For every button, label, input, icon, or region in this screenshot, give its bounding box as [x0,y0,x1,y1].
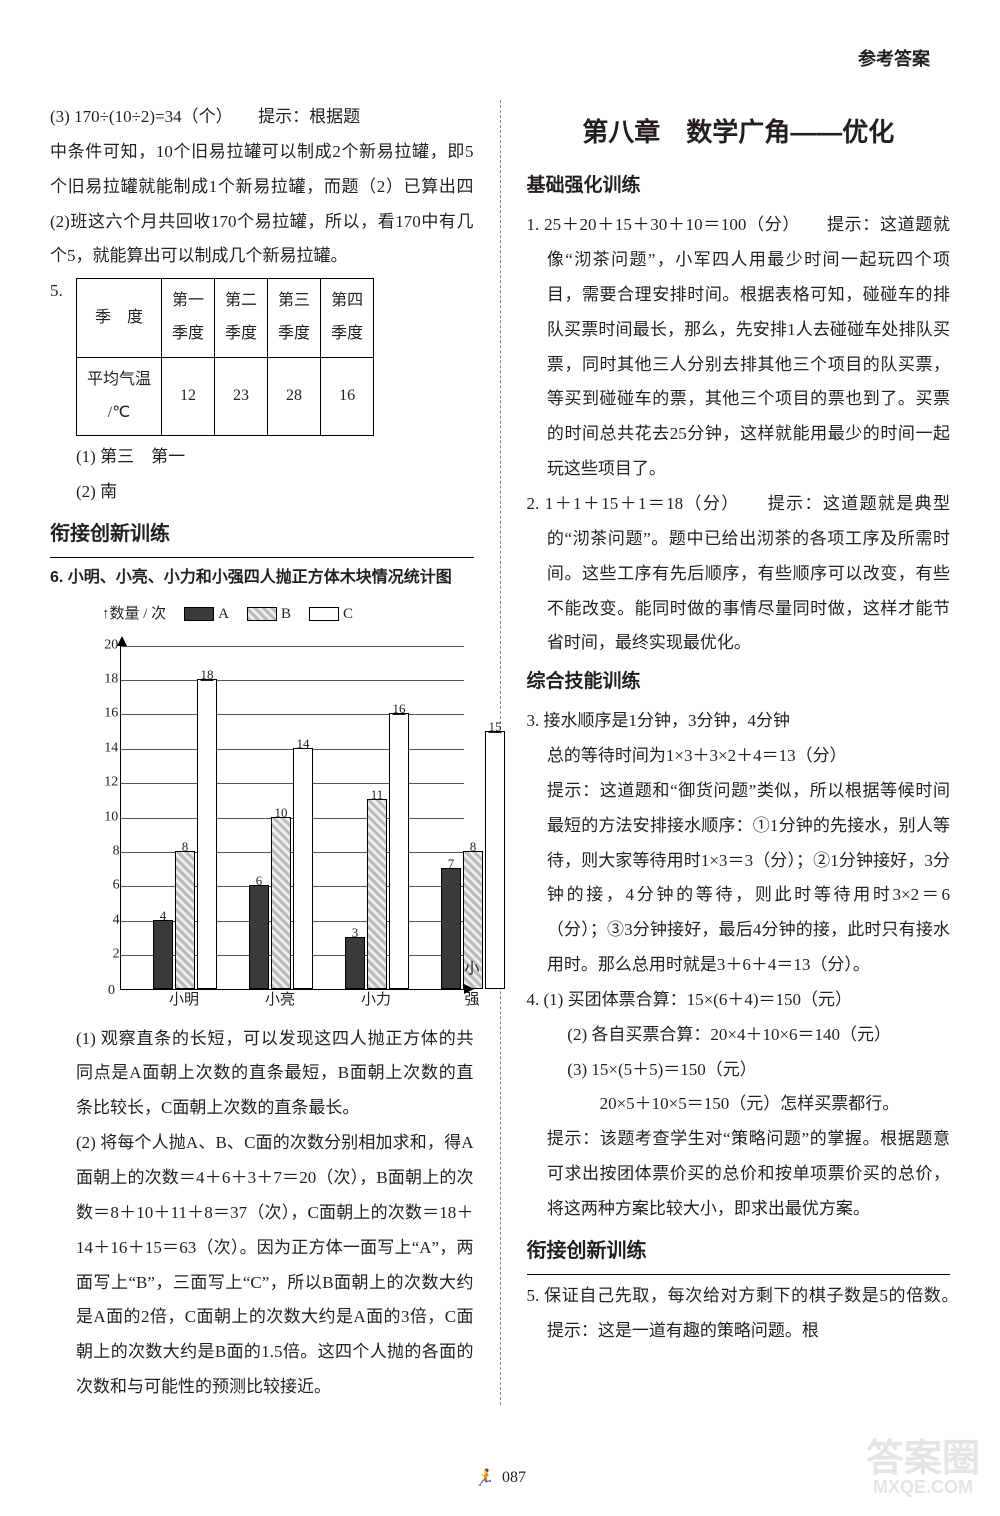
bar-b: 10 [271,817,291,989]
q4-hint: 提示：该题考查学生对“策略问题”的掌握。根据题意可求出按团体票价买的总价和按单项… [527,1122,951,1227]
x-tick-label: 小亮 [265,985,295,1016]
y-arrow-icon [117,636,127,646]
q4-2: (2) 各自买票合算：20×4＋10×6＝140（元） [527,1018,951,1053]
bar-c: 18 [197,679,217,989]
th-q3: 第三 季度 [268,279,321,358]
q4-1: 4. (1) 买团体票合算：15×(6＋4)＝150（元） [527,983,951,1018]
y-tick-label: 14 [104,734,118,763]
header-label: 参考答案 [858,45,930,71]
page-footer: 🏃 087 [474,1468,526,1488]
legend-c: C [309,599,353,630]
bar-group: 31116 [343,713,411,988]
y-tick-label: 4 [113,906,120,935]
chart-legend: ↑数量 / 次 A B C [102,599,474,630]
two-column-layout: (3) 170÷(10÷2)=34（个） 提示：根据题 中条件可知，10个旧易拉… [50,100,950,1405]
bar-value-label: 10 [275,800,288,827]
q1-text: 1. 25＋20＋15＋30＋10＝100（分） 提示：这道题就像“沏茶问题”，… [527,208,951,487]
footer-icon: 🏃 [474,1468,494,1488]
sub-heading-skill: 综合技能训练 [527,663,951,702]
chapter-title: 第八章 数学广角——优化 [527,106,951,159]
th-q1: 第一 季度 [162,279,215,358]
q3-body: 提示：这道题和“御货问题”类似，所以根据等候时间最短的方法安排接水顺序：①1分钟… [527,774,951,983]
y-axis-label: ↑数量 / 次 [102,599,166,630]
section-heading-link2: 衔接创新训练 [527,1231,951,1275]
bar-c: 16 [389,713,409,988]
y-tick-label: 8 [113,838,120,867]
cell-q3: 28 [268,357,321,436]
y-tick-label: 6 [113,872,120,901]
swatch-b-icon [247,607,277,621]
q5-right: 5. 保证自己先取，每次给对方剩下的棋子数是5的倍数。 提示：这是一道有趣的策略… [527,1279,951,1349]
bar-a: 6 [249,885,269,988]
q5-answer2: (2) 南 [50,475,474,510]
bar-group: 61014 [247,748,315,989]
q5-number: 5. [50,274,76,309]
temperature-table: 季 度 第一 季度 第二 季度 第三 季度 第四 季度 平均气温 /℃ 12 2… [76,278,374,436]
section-heading-link: 衔接创新训练 [50,514,474,558]
chart-plot-area: 2468101214161820481861014311167815 0 小明小… [86,636,474,1016]
q6-para2: (2) 将每个人抛A、B、C面的次数分别相加求和，得A面朝上的次数＝4＋6＋3＋… [50,1126,474,1405]
cell-q2: 23 [215,357,268,436]
page-number: 087 [502,1469,526,1487]
x-tick-label: 小强 [464,954,479,1016]
bar-value-label: 6 [256,868,263,895]
bar-value-label: 14 [297,731,310,758]
bar-a: 4 [153,920,173,989]
y-tick-label: 20 [104,631,118,660]
q6-chart-title: 6. 小明、小亮、小力和小强四人抛正方体木块情况统计图 [50,562,474,595]
y-tick-label: 16 [104,700,118,729]
x-tick-label: 小明 [169,985,199,1016]
q3-line1: 3. 接水顺序是1分钟，3分钟，4分钟 [527,704,951,739]
bar-value-label: 16 [393,696,406,723]
q4-3b: 20×5＋10×5＝150（元）怎样买票都行。 [527,1087,951,1122]
bar-value-label: 11 [371,782,384,809]
y-tick-label: 2 [113,941,120,970]
right-column: 第八章 数学广角——优化 基础强化训练 1. 25＋20＋15＋30＋10＝10… [527,100,951,1405]
left-column: (3) 170÷(10÷2)=34（个） 提示：根据题 中条件可知，10个旧易拉… [50,100,474,1405]
q3-line2: 总的等待时间为1×3＋3×2＋4＝13（分） [527,739,951,774]
bar-value-label: 18 [201,662,214,689]
q4-3: (3) 15×(5＋5)＝150（元） [527,1053,951,1088]
bar-group: 4818 [151,679,219,989]
bar-a: 3 [345,937,365,989]
q5-answer1: (1) 第三 第一 [50,440,474,475]
bar-c: 15 [485,731,505,989]
bar-value-label: 3 [352,920,359,947]
row-label: 平均气温 /℃ [77,357,162,436]
bar-value-label: 15 [489,714,502,741]
bar-value-label: 4 [160,903,167,930]
bar-b: 8 [175,851,195,989]
swatch-c-icon [309,607,339,621]
th-q2: 第二 季度 [215,279,268,358]
bar-value-label: 8 [470,834,477,861]
bar-value-label: 8 [182,834,189,861]
bar-b: 11 [367,799,387,988]
y-tick-label: 18 [104,666,118,695]
th-q4: 第四 季度 [321,279,374,358]
swatch-a-icon [184,607,214,621]
bar-a: 7 [441,868,461,988]
bar-group: 78 15 [439,731,507,989]
gridline [121,646,464,647]
x-tick-label: 小力 [361,985,391,1016]
bar-value-label: 7 [448,851,455,878]
watermark: 答案圈 MXQE.COM [866,1440,980,1496]
legend-b: B [247,599,291,630]
bar-c: 14 [293,748,313,989]
legend-a: A [184,599,229,630]
cell-q4: 16 [321,357,374,436]
th-quarter: 季 度 [77,279,162,358]
q3-first-line: (3) 170÷(10÷2)=34（个） 提示：根据题 [50,100,474,135]
q3-body: 中条件可知，10个旧易拉罐可以制成2个新易拉罐，即5个旧易拉罐就能制成1个新易拉… [50,135,474,274]
origin-label: 0 [108,977,115,1006]
bar-chart: ↑数量 / 次 A B C 24681012141618204818610143… [76,599,474,1016]
q2-text: 2. 1＋1＋15＋1＝18（分） 提示：这道题就是典型的“沏茶问题”。题中已给… [527,487,951,661]
cell-q1: 12 [162,357,215,436]
y-tick-label: 12 [104,769,118,798]
y-tick-label: 10 [104,803,118,832]
q6-para1: (1) 观察直条的长短，可以发现这四人抛正方体的共同点是A面朝上次数的直条最短，… [50,1022,474,1127]
sub-heading-basic: 基础强化训练 [527,167,951,206]
